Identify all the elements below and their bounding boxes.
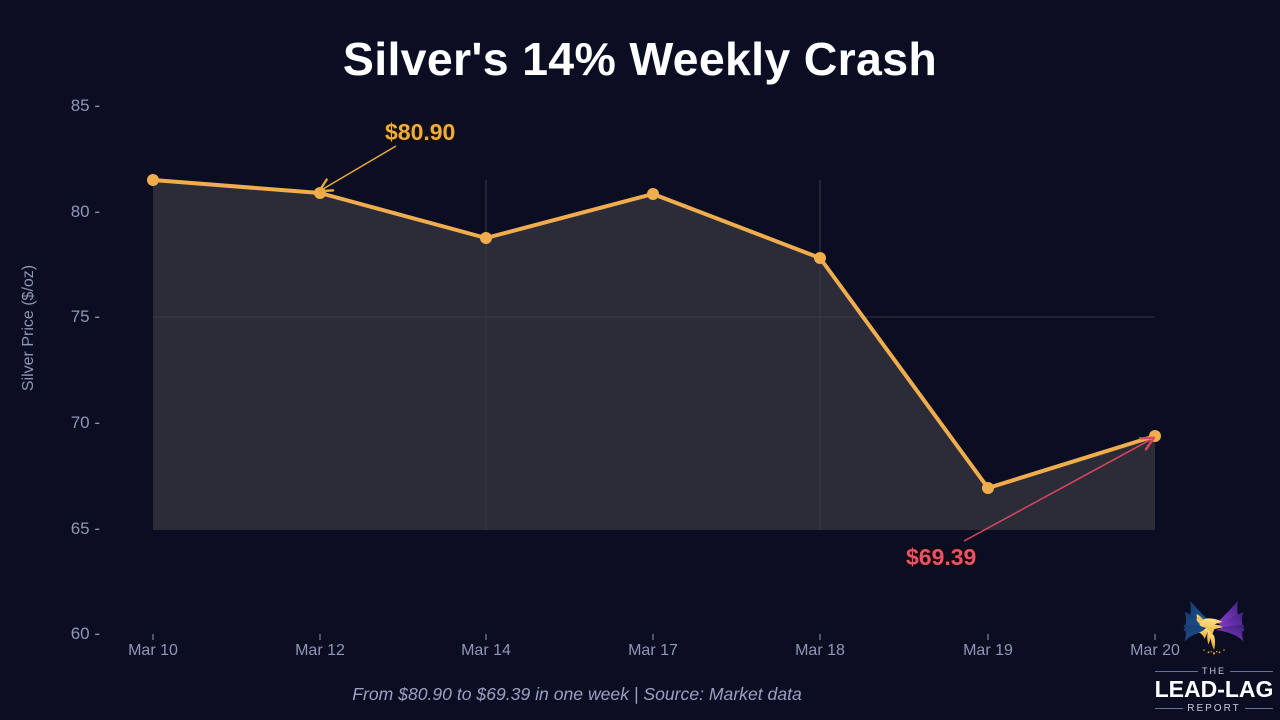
svg-text:Mar 19: Mar 19 — [963, 642, 1013, 659]
svg-text:Mar 10: Mar 10 — [128, 642, 178, 659]
svg-text:Mar 18: Mar 18 — [795, 642, 845, 659]
svg-text:$80.90: $80.90 — [385, 119, 455, 145]
svg-text:65 -: 65 - — [71, 519, 100, 538]
svg-text:85 -: 85 - — [71, 96, 100, 115]
svg-text:70 -: 70 - — [71, 413, 100, 432]
svg-text:Mar 12: Mar 12 — [295, 642, 345, 659]
svg-text:75 -: 75 - — [71, 307, 100, 326]
svg-text:80 -: 80 - — [71, 202, 100, 221]
svg-text:Silver Price ($/oz): Silver Price ($/oz) — [20, 265, 37, 391]
svg-text:Mar 17: Mar 17 — [628, 642, 678, 659]
svg-text:Mar 14: Mar 14 — [461, 642, 511, 659]
svg-text:60 -: 60 - — [71, 624, 100, 643]
svg-text:$69.39: $69.39 — [906, 544, 976, 570]
